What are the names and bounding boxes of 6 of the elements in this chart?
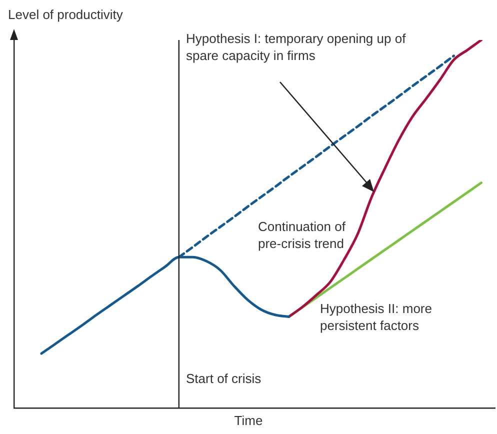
y-axis-title: Level of productivity bbox=[8, 6, 123, 23]
x-axis-title: Time bbox=[233, 412, 264, 429]
annotation: Hypothesis II: more persistent factors bbox=[320, 300, 433, 334]
annotation: Start of crisis bbox=[186, 370, 262, 387]
annotation: Hypothesis I: temporary opening up of spare capacity in firms bbox=[186, 30, 407, 64]
annotation: Continuation of pre-crisis trend bbox=[258, 218, 346, 252]
